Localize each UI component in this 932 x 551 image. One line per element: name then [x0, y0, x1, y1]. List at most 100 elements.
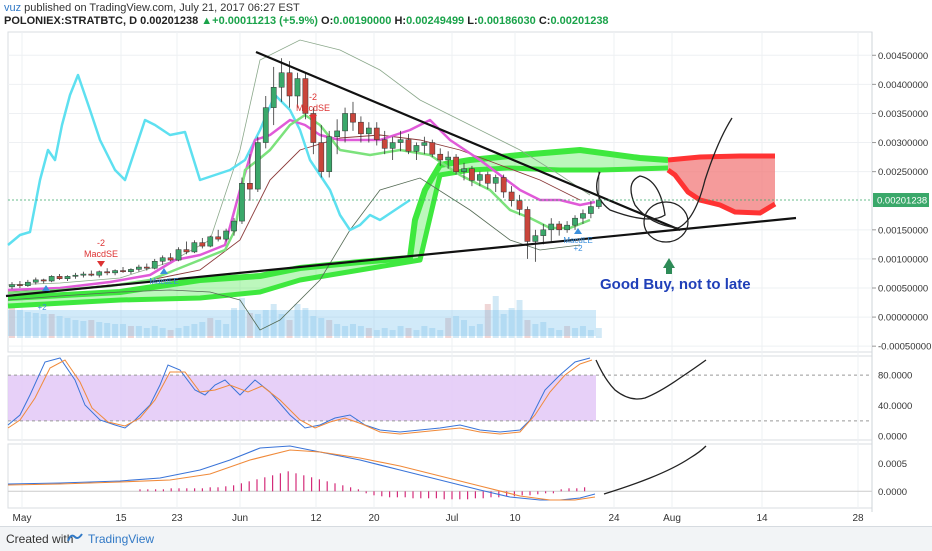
volume-bar: [175, 328, 182, 338]
candle-up: [588, 206, 594, 214]
volume-bar: [223, 324, 230, 338]
buy-arrow-icon: [160, 268, 168, 274]
candle-up: [191, 242, 198, 253]
sell-arrow-icon: [309, 115, 317, 121]
volume-bar: [540, 322, 547, 338]
candle-up: [572, 217, 578, 226]
candle-up: [278, 72, 285, 88]
volume-bar: [476, 324, 483, 338]
volume-bar: [397, 326, 404, 338]
candle-up: [580, 213, 586, 219]
candle-up: [239, 183, 245, 222]
candle-down: [484, 174, 491, 184]
candle-up: [461, 168, 467, 172]
volume-bar: [9, 308, 15, 338]
volume-bar: [231, 308, 238, 338]
stoch-d-line: [7, 359, 593, 435]
macdse-label: MacdSE: [296, 103, 330, 113]
volume-bar: [334, 324, 341, 338]
candle-up: [413, 145, 420, 152]
candle-down: [167, 257, 174, 261]
author-link[interactable]: vuz: [4, 2, 22, 14]
ichimoku-cloud-red: [668, 156, 775, 213]
volume-bar: [167, 330, 174, 338]
last-price-badge-text: 0.00201238: [877, 196, 927, 207]
candle-down: [405, 139, 412, 152]
created-with-text: Created with: [6, 532, 74, 546]
macdle-label: MacdLE: [563, 236, 592, 245]
volume-bar: [318, 318, 325, 338]
candle-down: [524, 209, 531, 242]
volume-bar: [215, 320, 222, 338]
candle-down: [88, 273, 95, 276]
macd-projection-scribble: [603, 445, 707, 495]
x-tick-label: Jun: [232, 513, 248, 524]
ichimoku-cloud-green: [8, 150, 668, 306]
candle-up: [294, 78, 301, 97]
candle-up: [151, 260, 158, 269]
volume-bar: [183, 326, 190, 338]
candle-down: [429, 142, 436, 155]
candle-up: [262, 107, 269, 143]
volume-bar: [445, 318, 452, 338]
candle-down: [381, 139, 388, 149]
volume-bar: [572, 328, 579, 338]
bollinger-upper: [7, 39, 591, 286]
x-tick-label: 28: [852, 513, 864, 524]
x-tick-label: 20: [368, 513, 380, 524]
candle-down: [17, 284, 23, 286]
candle-up: [492, 177, 499, 184]
volume-bar: [349, 324, 356, 338]
stoch-tick-label: 80.0000: [878, 371, 912, 382]
volume-bar: [32, 313, 39, 338]
candle-up: [64, 276, 71, 279]
x-tick-label: 12: [310, 513, 322, 524]
candle-down: [247, 183, 253, 190]
candle-up: [421, 142, 428, 146]
tenkan-line: [7, 113, 591, 295]
descending-trend-line: [255, 50, 681, 232]
candle-up: [342, 113, 348, 132]
volume-bar: [524, 320, 531, 338]
volume-bar: [151, 326, 158, 338]
signal-minus2-label: -2: [97, 238, 105, 248]
candle-down: [104, 271, 111, 274]
x-tick-label: May: [13, 513, 32, 524]
volume-bar: [127, 326, 134, 338]
volume-bar: [484, 304, 491, 338]
high-value: 0.00249499: [406, 15, 465, 27]
volume-bar: [191, 324, 198, 338]
ichimoku-red-top: [667, 153, 775, 163]
green-up-arrow-icon: [663, 258, 675, 268]
volume-ma-area: [8, 310, 596, 336]
volume-bar: [254, 314, 261, 338]
volume-bar: [405, 328, 412, 338]
y-tick-label: 0.00050000: [878, 284, 928, 295]
candle-down: [469, 168, 475, 181]
volume-bar: [112, 324, 119, 338]
candle-up: [397, 139, 404, 143]
candle-up: [159, 257, 166, 262]
volume-bar: [421, 326, 428, 338]
volume-bar: [238, 298, 245, 338]
tradingview-brand[interactable]: TradingView: [88, 532, 155, 546]
candle-up: [96, 271, 103, 276]
candle-up: [175, 249, 182, 261]
buy-arrow-icon: [574, 228, 582, 234]
volume-bar: [342, 326, 349, 338]
volume-bar: [429, 328, 436, 338]
candle-down: [508, 191, 515, 201]
candle-down: [310, 113, 317, 143]
y-tick-label: 0.00150000: [878, 225, 928, 236]
symbol-name[interactable]: POLONIEX:STRATBTC, D: [4, 15, 138, 27]
volume-bar: [294, 304, 301, 338]
sell-arrow-icon: [97, 261, 105, 267]
volume-bar: [492, 296, 499, 338]
projection-scribble: [596, 117, 733, 229]
chart-canvas[interactable]: May 15 23 Jun 12 20 Jul 10 24 Aug 14 28 0.00450000 0.…: [0, 0, 932, 526]
volume-bar: [564, 326, 571, 338]
candle-up: [48, 276, 55, 282]
candle-up: [223, 230, 229, 240]
volume-bar: [16, 310, 23, 338]
macd-tick-label: 0.0005: [878, 459, 907, 470]
